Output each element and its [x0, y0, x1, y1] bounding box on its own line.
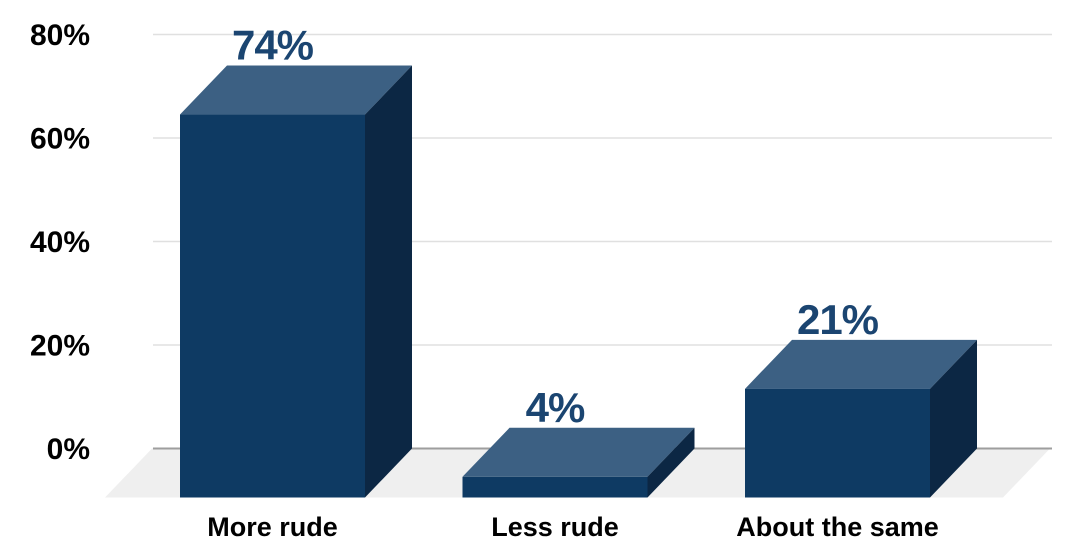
- bar-about-the-same: 21% About the same: [736, 296, 977, 542]
- value-label: 74%: [232, 22, 314, 69]
- y-tick-label: 20%: [30, 330, 90, 363]
- bar-top-face: [462, 427, 695, 477]
- bar-less-rude: 4% Less rude: [462, 384, 695, 542]
- bar-front-face: [180, 114, 365, 498]
- y-tick-label: 80%: [30, 19, 90, 52]
- bar-front-face: [462, 476, 648, 498]
- y-tick-label: 40%: [30, 226, 90, 259]
- bar-more-rude: 74% More rude: [180, 22, 412, 542]
- bar-top-face: [745, 339, 977, 389]
- category-label: Less rude: [491, 512, 619, 542]
- value-label: 4%: [526, 384, 585, 431]
- bar-front-face: [745, 388, 930, 498]
- category-label: More rude: [207, 512, 338, 542]
- value-label: 21%: [797, 296, 879, 343]
- category-label: About the same: [736, 512, 939, 542]
- y-tick-label: 0%: [47, 433, 90, 466]
- bar-side-face: [365, 65, 412, 498]
- bar-side-face: [647, 427, 695, 498]
- y-tick-label: 60%: [30, 123, 90, 156]
- bar-side-face: [930, 339, 977, 498]
- bar-top-face: [180, 65, 412, 115]
